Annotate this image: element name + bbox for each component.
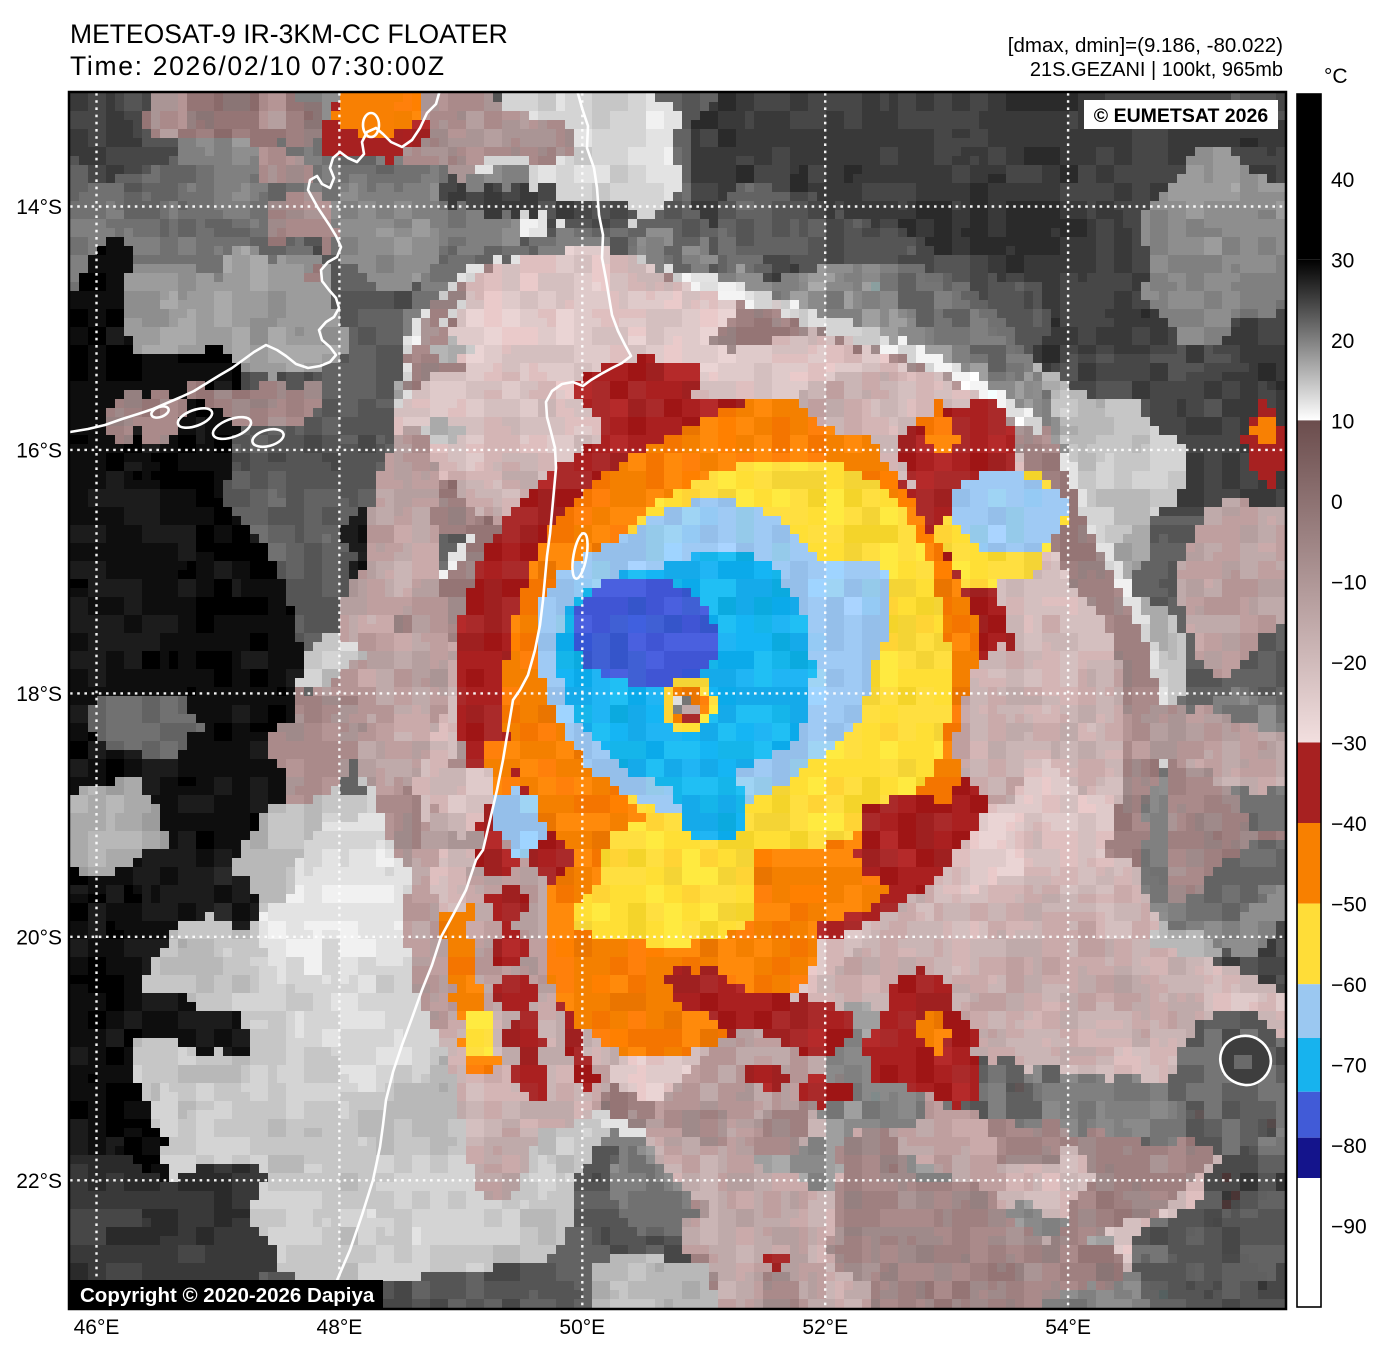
svg-text:40: 40 — [1331, 169, 1354, 192]
svg-text:14°S: 14°S — [16, 196, 62, 219]
svg-text:−50: −50 — [1331, 894, 1367, 917]
svg-text:20°S: 20°S — [16, 926, 62, 949]
svg-text:54°E: 54°E — [1045, 1316, 1091, 1339]
svg-text:−30: −30 — [1331, 733, 1367, 756]
svg-text:18°S: 18°S — [16, 683, 62, 706]
svg-text:METEOSAT-9 IR-3KM-CC FLOATER: METEOSAT-9 IR-3KM-CC FLOATER — [70, 19, 508, 49]
svg-text:°C: °C — [1324, 65, 1348, 88]
svg-text:Time: 2026/02/10 07:30:00Z: Time: 2026/02/10 07:30:00Z — [70, 51, 444, 81]
svg-text:48°E: 48°E — [317, 1316, 363, 1339]
svg-text:© EUMETSAT 2026: © EUMETSAT 2026 — [1094, 105, 1269, 127]
svg-text:−20: −20 — [1331, 652, 1367, 675]
svg-text:−60: −60 — [1331, 974, 1367, 997]
svg-text:0: 0 — [1331, 491, 1343, 514]
svg-text:16°S: 16°S — [16, 439, 62, 462]
svg-text:10: 10 — [1331, 410, 1354, 433]
svg-text:−90: −90 — [1331, 1216, 1367, 1239]
svg-text:[dmax, dmin]=(9.186, -80.022): [dmax, dmin]=(9.186, -80.022) — [1008, 34, 1283, 57]
svg-text:−40: −40 — [1331, 813, 1367, 836]
svg-text:22°S: 22°S — [16, 1170, 62, 1193]
svg-text:−70: −70 — [1331, 1055, 1367, 1078]
svg-text:30: 30 — [1331, 249, 1354, 272]
svg-text:−10: −10 — [1331, 571, 1367, 594]
svg-text:20: 20 — [1331, 330, 1354, 353]
svg-text:50°E: 50°E — [559, 1316, 605, 1339]
svg-text:21S.GEZANI | 100kt, 965mb: 21S.GEZANI | 100kt, 965mb — [1030, 59, 1283, 81]
svg-text:Copyright © 2020-2026 Dapiya: Copyright © 2020-2026 Dapiya — [80, 1284, 375, 1307]
svg-text:46°E: 46°E — [74, 1316, 120, 1339]
svg-text:52°E: 52°E — [802, 1316, 848, 1339]
svg-text:−80: −80 — [1331, 1135, 1367, 1158]
